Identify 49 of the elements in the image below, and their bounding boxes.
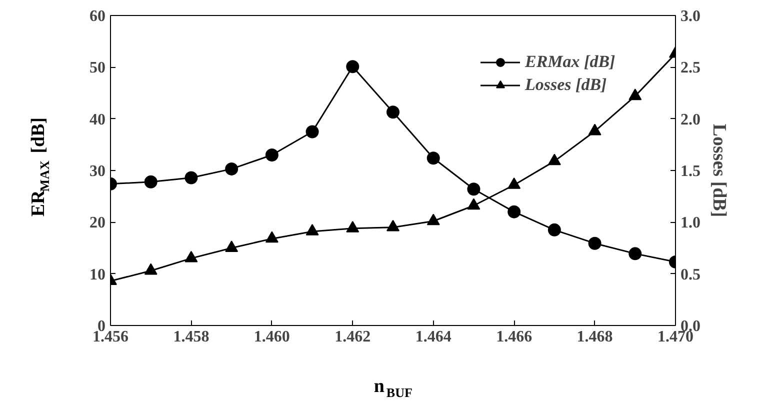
- y2-axis-title: Losses [dB]: [708, 124, 730, 218]
- x-tick-label: 1.462: [334, 328, 371, 346]
- y-axis-title: ERMAX [dB]: [28, 117, 52, 217]
- y-tick-label: 50: [90, 60, 106, 77]
- point: [346, 60, 360, 74]
- y-tick-label: 0: [98, 318, 106, 335]
- point: [265, 148, 278, 162]
- point: [265, 231, 278, 243]
- y2-tick-label: 1.0: [680, 214, 700, 232]
- y-tick-label: 30: [90, 163, 106, 180]
- point: [225, 162, 238, 176]
- point: [144, 263, 158, 275]
- point: [184, 250, 198, 262]
- point: [426, 214, 440, 226]
- y-tick-label: 20: [90, 214, 106, 232]
- legend-label: Losses [dB]: [525, 75, 607, 95]
- point: [548, 154, 561, 166]
- x-tick-label: 1.468: [576, 328, 613, 346]
- point: [184, 171, 198, 184]
- point: [588, 124, 602, 136]
- y-tick-label: 40: [90, 111, 106, 128]
- x-tick-label: 1.458: [173, 328, 210, 346]
- legend-label: ERMax [dB]: [525, 52, 616, 72]
- point: [386, 220, 400, 232]
- x-tick-label: 1.464: [415, 328, 452, 346]
- x-tick-label: 1.466: [496, 328, 532, 346]
- y2-tick-label: 2.5: [680, 60, 700, 77]
- point: [386, 106, 400, 119]
- y2-tick-label: 0.5: [680, 266, 700, 284]
- point: [225, 240, 238, 252]
- point: [467, 198, 480, 210]
- point: [144, 175, 158, 188]
- point: [628, 247, 642, 260]
- point: [306, 125, 319, 138]
- y-tick-label: 10: [90, 266, 106, 284]
- y2-tick-label: 2.0: [680, 111, 700, 128]
- point: [467, 182, 480, 196]
- point: [346, 220, 360, 232]
- point: [628, 88, 642, 100]
- point: [588, 236, 602, 250]
- point: [508, 178, 521, 189]
- point: [426, 152, 440, 165]
- point: [306, 224, 319, 236]
- y2-tick-label: 3.0: [680, 8, 700, 25]
- x-tick-label: 1.460: [254, 328, 290, 346]
- y2-tick-label: 1.5: [680, 163, 700, 180]
- point: [508, 205, 521, 218]
- y-tick-label: 60: [90, 8, 106, 25]
- point: [548, 223, 561, 236]
